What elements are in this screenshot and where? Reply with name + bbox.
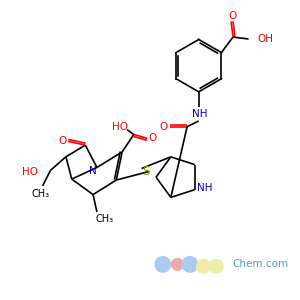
Circle shape — [182, 256, 198, 272]
Circle shape — [209, 260, 223, 273]
Text: HO: HO — [112, 122, 128, 132]
Text: N: N — [89, 166, 97, 176]
Text: CH₃: CH₃ — [32, 189, 50, 199]
Text: NH: NH — [196, 183, 212, 193]
Circle shape — [155, 256, 171, 272]
Circle shape — [197, 260, 210, 273]
Circle shape — [172, 259, 183, 270]
Text: O: O — [160, 122, 168, 132]
Text: O: O — [228, 11, 236, 21]
Text: CH₃: CH₃ — [96, 214, 114, 224]
Text: OH: OH — [257, 34, 273, 44]
Text: NH: NH — [192, 109, 207, 119]
Text: O: O — [148, 134, 156, 143]
Text: HO: HO — [22, 167, 38, 177]
Text: O: O — [58, 136, 66, 146]
Text: Chem.com: Chem.com — [233, 260, 289, 269]
Text: S: S — [142, 165, 149, 178]
